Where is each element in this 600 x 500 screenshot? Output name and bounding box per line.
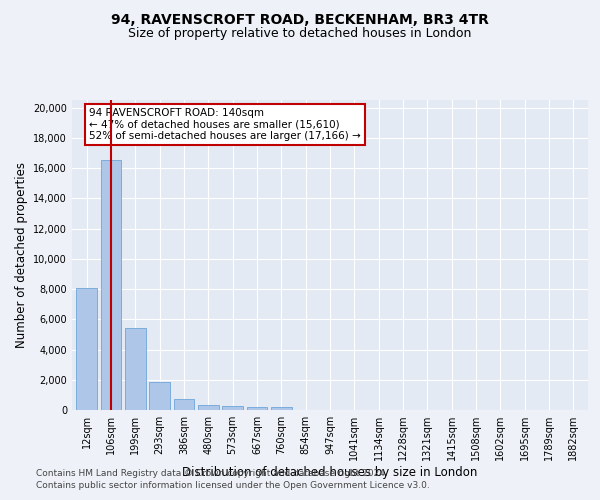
- Bar: [198, 404, 218, 410]
- Text: Contains public sector information licensed under the Open Government Licence v3: Contains public sector information licen…: [36, 481, 430, 490]
- Bar: [149, 382, 170, 410]
- Bar: [247, 407, 268, 410]
- Y-axis label: Number of detached properties: Number of detached properties: [15, 162, 28, 348]
- Text: Contains HM Land Registry data © Crown copyright and database right 2024.: Contains HM Land Registry data © Crown c…: [36, 468, 388, 477]
- Bar: [271, 407, 292, 410]
- Text: Size of property relative to detached houses in London: Size of property relative to detached ho…: [128, 28, 472, 40]
- Bar: [173, 398, 194, 410]
- Bar: [125, 328, 146, 410]
- Text: 94, RAVENSCROFT ROAD, BECKENHAM, BR3 4TR: 94, RAVENSCROFT ROAD, BECKENHAM, BR3 4TR: [111, 12, 489, 26]
- Bar: [222, 406, 243, 410]
- Bar: [101, 160, 121, 410]
- X-axis label: Distribution of detached houses by size in London: Distribution of detached houses by size …: [182, 466, 478, 479]
- Text: 94 RAVENSCROFT ROAD: 140sqm
← 47% of detached houses are smaller (15,610)
52% of: 94 RAVENSCROFT ROAD: 140sqm ← 47% of det…: [89, 108, 361, 141]
- Bar: [76, 288, 97, 410]
